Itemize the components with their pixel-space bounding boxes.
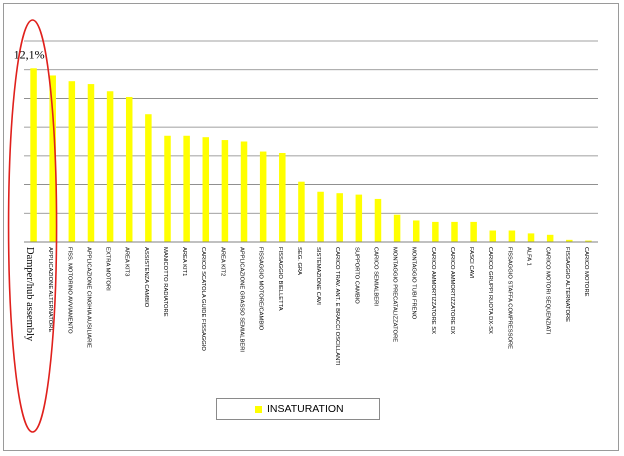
tick-label: MANICOTTO RADIATORE (162, 247, 168, 317)
bar (546, 234, 554, 242)
tick-label-main: Damper/hub assembly (24, 247, 35, 342)
bar (412, 220, 420, 242)
bar (87, 84, 95, 242)
legend-swatch-insaturation (255, 406, 262, 413)
legend-label-insaturation: INSATURATION (267, 403, 344, 415)
bar (527, 233, 535, 242)
bar (566, 239, 573, 242)
tick-label: CARICO AMMORTIZZATORE SX (430, 247, 436, 334)
tick-label: CARICO MOTORI SEQUENZIATI (545, 247, 551, 334)
tick-label: FISS. MOTORINO AVVIAMENTO (66, 247, 72, 334)
tick-label: CARICO TRAV. ANT. E BRACCI OSCILLANTI (334, 247, 340, 366)
tick-label: CARICO SCATOLA GUIDE FISSAGGIO (200, 247, 206, 351)
tick-label: FISSAGGIO STAFFA COMPRESSORE (506, 247, 512, 349)
tick-label: SEG. GRA (296, 247, 302, 275)
tick-label: SISTEMAZIONE CAVI (315, 247, 321, 305)
bar (49, 75, 56, 243)
bar (145, 114, 152, 242)
bar (164, 135, 171, 242)
bar (489, 230, 497, 242)
bar (336, 193, 343, 242)
bar (374, 198, 382, 242)
category-tick-labels: Damper/hub assembly APPLICAZIONE ALTERNAT… (24, 247, 589, 366)
tick-label: SUPPORTO CAMBIO (353, 247, 359, 304)
bar (508, 230, 516, 242)
grid-lines (24, 40, 598, 214)
bar (125, 96, 133, 243)
tick-label: APPLICAZIONE CINGHIA AUSILIARIE (85, 247, 91, 348)
bar (183, 135, 190, 242)
tick-label: ALFA 1 (526, 247, 532, 266)
tick-label: AREA KIT1 (181, 247, 187, 276)
bar (393, 214, 401, 242)
highlight-ellipse (7, 19, 58, 433)
tick-label: APPLICAZIONE ALTERNATORE (47, 247, 53, 332)
bar (30, 68, 37, 242)
max-value-label: 12,1% (14, 47, 45, 61)
bar (221, 140, 229, 242)
tick-label: EXTRA MOTORI (105, 247, 111, 291)
tick-label: CARICO GRUPPI RUOTA DX-SX (487, 247, 493, 334)
bar (240, 141, 248, 242)
legend: INSATURATION (216, 398, 380, 420)
tick-label: CARICO AMMORTIZZATORE DX (449, 247, 455, 334)
bar (298, 181, 305, 242)
tick-label: AREA KIT2 (219, 247, 225, 276)
tick-label: ASSISTENZA CAMBIO (143, 247, 149, 308)
bar (106, 91, 114, 242)
tick-label: AREA KIT3 (124, 247, 130, 276)
bar-series (30, 68, 592, 243)
bar (259, 151, 267, 242)
bar (355, 194, 363, 242)
bar (470, 221, 477, 242)
bar (451, 221, 458, 242)
bar (317, 191, 324, 242)
chart-frame (3, 3, 619, 451)
bar (202, 137, 210, 242)
tick-label: APPLICAZIONE GRASSO SEMIALBERI (239, 247, 245, 352)
bar (279, 152, 286, 242)
tick-label: FISSAGGIO BIELLETTA (277, 247, 283, 311)
tick-label: FISSAGGIO MOTORE/CAMBIO (258, 247, 264, 331)
bar (585, 240, 592, 242)
bar (68, 81, 76, 242)
tick-label: CARICO SEMIALBERI (372, 247, 378, 306)
tick-label: FASCI CAVI (468, 247, 474, 279)
tick-label: MONTAGGIO PRECATALIZZATORE (392, 247, 398, 342)
tick-label: CARICO MOTORE (583, 247, 589, 297)
tick-label: FISSAGGIO ALTERNATORE (564, 247, 570, 322)
tick-label: MONTAGGIO TUBI FRENO (411, 247, 417, 320)
bar (432, 221, 439, 242)
